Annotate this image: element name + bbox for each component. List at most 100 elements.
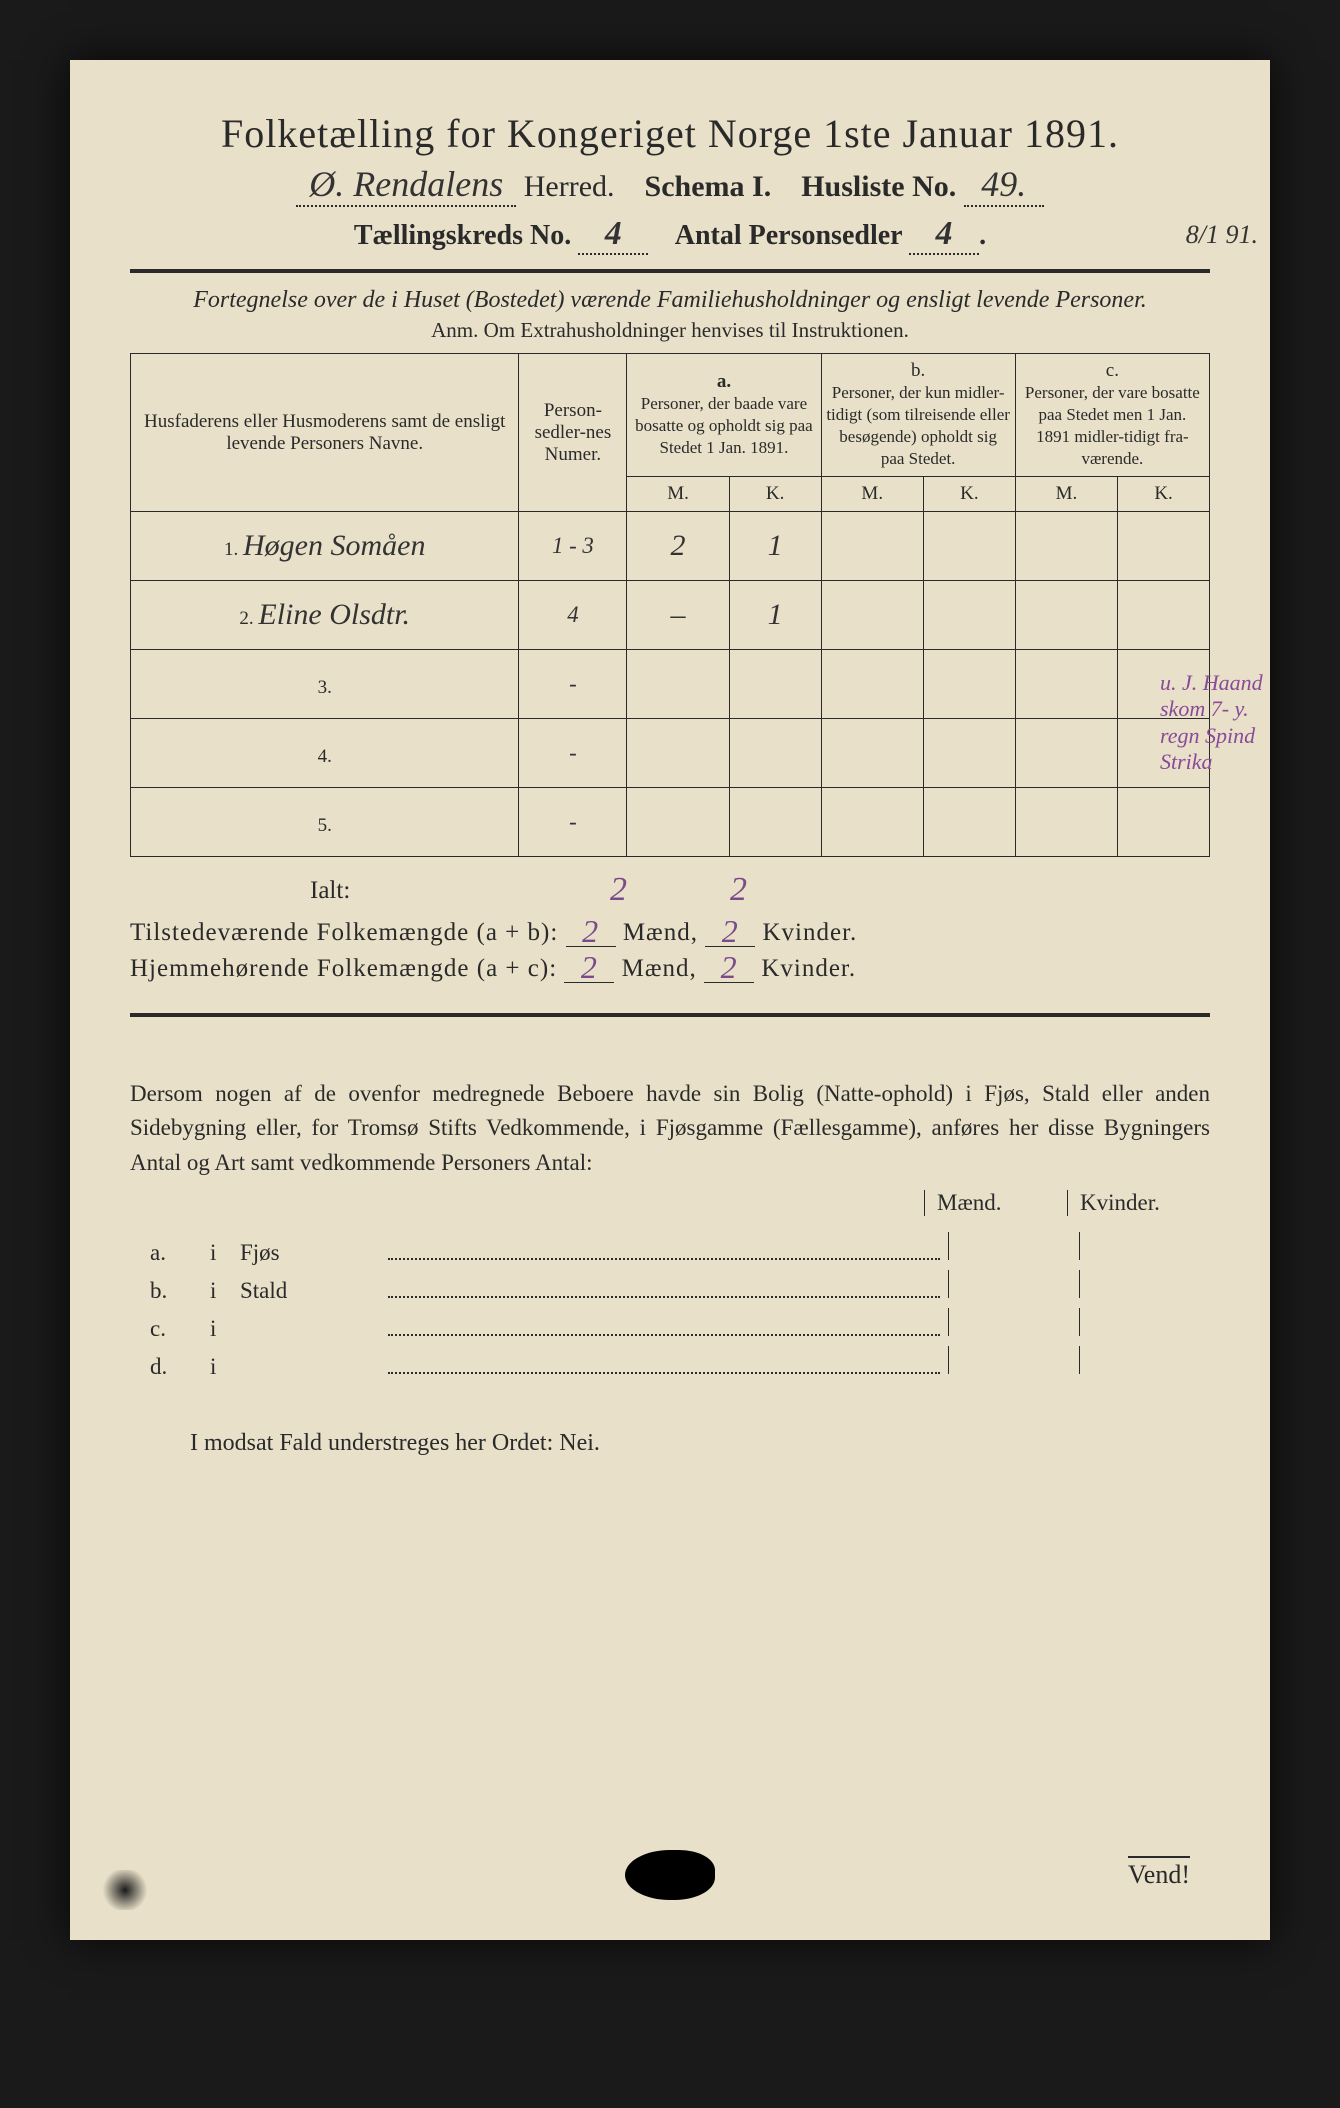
col-c-k: K. [1118,477,1210,512]
table-row: 4. - [131,719,1210,788]
row-bM [821,650,923,719]
dotted-fill [388,1235,940,1260]
lower-row-label: c. [130,1316,210,1342]
divider-2 [130,1013,1210,1017]
vend-label: Vend! [1128,1856,1190,1890]
lower-row-i: i [210,1316,240,1342]
lower-paragraph: Dersom nogen af de ovenfor medregnede Be… [130,1077,1210,1181]
lower-row-label: d. [130,1354,210,1380]
lower-row-k [1079,1270,1210,1298]
tilstede-line: Tilstedeværende Folkemængde (a + b): 2 M… [130,917,1210,947]
ink-blot [625,1850,715,1900]
lower-row-label: b. [130,1278,210,1304]
row-bM [821,788,923,857]
antal-label: Antal Personsedler [675,220,902,251]
hjemme-line: Hjemmehørende Folkemængde (a + c): 2 Mæn… [130,953,1210,983]
row-name-cell: 1. Høgen Somåen [131,512,519,581]
hjemme-label: Hjemmehørende Folkemængde (a + c): [130,955,557,982]
col-b-m: M. [821,477,923,512]
lower-row-k [1079,1232,1210,1260]
lower-row: d.i [130,1346,1210,1380]
row-bK [923,650,1015,719]
col-b-head: b. Personer, der kun midler-tidigt (som … [821,354,1015,477]
row-aK: 1 [729,512,821,581]
lower-row-i: i [210,1278,240,1304]
kreds-label: Tællingskreds No. [354,220,571,251]
lower-row-m [948,1346,1079,1374]
row-cK [1118,512,1210,581]
col-b-k: K. [923,477,1015,512]
lower-row-k [1079,1346,1210,1374]
census-form-page: 8/1 91. u. J. Haand skom 7- y. regn Spin… [70,60,1270,1940]
tilstede-m: 2 [566,917,616,947]
row-aK [729,719,821,788]
row-bK [923,512,1015,581]
mk-maend: Mænd. [924,1190,1067,1216]
row-num-cell: 1 - 3 [519,512,627,581]
antal-value: 4 [909,215,979,255]
row-num-cell: 4 [519,581,627,650]
lower-row-label: a. [130,1240,210,1266]
lower-row-i: i [210,1354,240,1380]
row-name-cell: 5. [131,788,519,857]
row-aK [729,650,821,719]
row-name-cell: 4. [131,719,519,788]
lower-row: c.i [130,1308,1210,1342]
herred-value: Ø. Rendalens [296,163,516,207]
census-table: Husfaderens eller Husmoderens samt de en… [130,353,1210,857]
lower-row: a.iFjøs [130,1232,1210,1266]
maend-label-1: Mænd, [623,919,698,946]
kvinder-label-1: Kvinder. [762,919,857,946]
col-a-k: K. [729,477,821,512]
divider [130,269,1210,273]
row-aK [729,788,821,857]
col-names-header: Husfaderens eller Husmoderens samt de en… [131,354,519,512]
lower-row-m [948,1232,1079,1260]
header-line-2: Ø. Rendalens Herred. Schema I. Husliste … [130,163,1210,207]
table-row: 1. Høgen Somåen1 - 321 [131,512,1210,581]
row-aM [627,719,729,788]
row-cK [1118,788,1210,857]
col-b-letter: b. [911,360,925,381]
row-bK [923,719,1015,788]
paper-tear [100,1870,150,1910]
ialt-m-over: 2 [610,871,627,909]
col-num-header: Person-sedler-nes Numer. [519,354,627,512]
row-bM [821,512,923,581]
husliste-label: Husliste No. [801,170,956,203]
dotted-fill [388,1311,940,1336]
kvinder-label-2: Kvinder. [761,955,856,982]
row-aM [627,788,729,857]
row-bM [821,581,923,650]
row-aM: 2 [627,512,729,581]
nei-line: I modsat Fald understreges her Ordet: Ne… [130,1430,1210,1457]
row-bK [923,788,1015,857]
table-header-row-1: Husfaderens eller Husmoderens samt de en… [131,354,1210,477]
tilstede-label: Tilstedeværende Folkemængde (a + b): [130,919,558,946]
dotted-fill [388,1349,940,1374]
husliste-no: 49. [964,163,1044,207]
maend-label-2: Mænd, [622,955,697,982]
row-name-cell: 2. Eline Olsdtr. [131,581,519,650]
row-cM [1015,788,1117,857]
ialt-k-over: 2 [730,871,747,909]
row-cM [1015,581,1117,650]
kreds-no: 4 [578,215,648,255]
lower-row-k [1079,1308,1210,1336]
row-aK: 1 [729,581,821,650]
lower-row-m [948,1270,1079,1298]
row-cK [1118,581,1210,650]
col-a-text: Personer, der baade vare bosatte og opho… [635,394,813,457]
lower-row-m [948,1308,1079,1336]
table-row: 3. - [131,650,1210,719]
margin-date: 8/1 91. [1186,220,1258,250]
row-cM [1015,650,1117,719]
hjemme-k: 2 [704,953,754,983]
totals-block: 2 2 Ialt: Tilstedeværende Folkemængde (a… [130,877,1210,983]
row-num-cell: - [519,788,627,857]
lower-row-name: Stald [240,1278,380,1304]
col-a-head: a. Personer, der baade vare bosatte og o… [627,354,821,477]
row-cM [1015,512,1117,581]
lower-row: b.iStald [130,1270,1210,1304]
mk-header: Mænd. Kvinder. [130,1190,1210,1216]
